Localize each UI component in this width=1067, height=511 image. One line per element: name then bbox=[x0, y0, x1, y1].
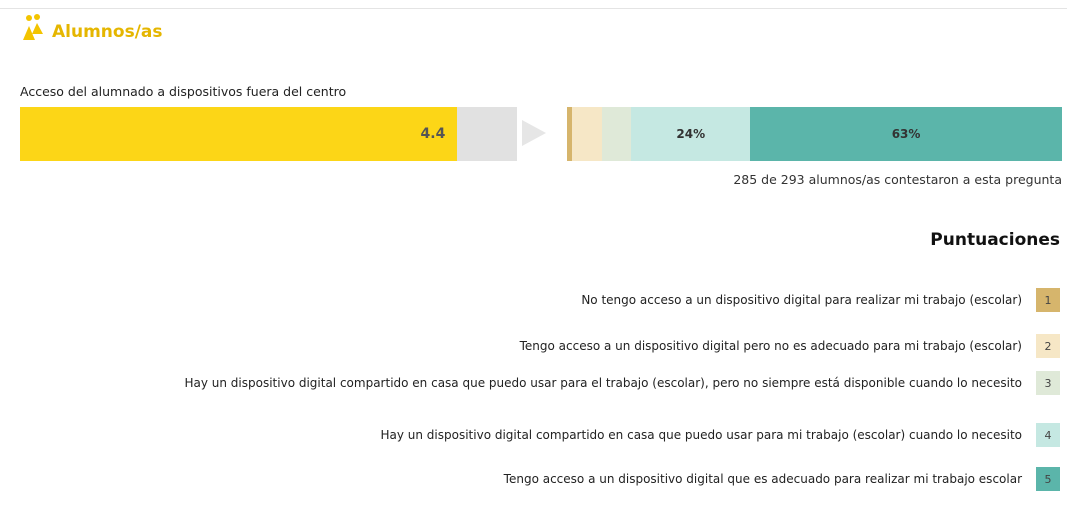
legend-item: Hay un dispositivo digital compartido en… bbox=[40, 370, 1060, 396]
legend-key: 2 bbox=[1036, 334, 1060, 358]
legend-item: Tengo acceso a un dispositivo digital qu… bbox=[40, 466, 1060, 492]
arrow bbox=[522, 120, 546, 146]
distribution-segment bbox=[571, 107, 602, 161]
distribution-segment: 24% bbox=[631, 107, 751, 161]
students-icon bbox=[23, 14, 43, 40]
legend-text: Tengo acceso a un dispositivo digital qu… bbox=[503, 472, 1022, 486]
legend-item: No tengo acceso a un dispositivo digital… bbox=[40, 287, 1060, 313]
legend-text: Hay un dispositivo digital compartido en… bbox=[184, 376, 1022, 390]
response-count: 285 de 293 alumnos/as contestaron a esta… bbox=[733, 172, 1062, 187]
distribution-segment bbox=[567, 107, 572, 161]
segment-label: 63% bbox=[891, 127, 921, 141]
segment-label: 24% bbox=[676, 127, 706, 141]
legend-text: Tengo acceso a un dispositivo digital pe… bbox=[519, 339, 1022, 353]
question: Acceso del alumnado a dispositivos fuera… bbox=[20, 84, 347, 99]
score-bar: 4.4 bbox=[20, 107, 458, 161]
legend-key: 4 bbox=[1036, 423, 1060, 447]
section-title: Alumnos/as bbox=[52, 22, 163, 42]
top-border bbox=[0, 8, 1067, 9]
legend-key: 3 bbox=[1036, 371, 1060, 395]
legend-item: Hay un dispositivo digital compartido en… bbox=[40, 422, 1060, 448]
score-label: 4.4 bbox=[420, 126, 446, 142]
distribution-segment: 63% bbox=[750, 107, 1062, 161]
legend-item: Tengo acceso a un dispositivo digital pe… bbox=[40, 333, 1060, 359]
legend-text: No tengo acceso a un dispositivo digital… bbox=[581, 293, 1022, 307]
legend-text: Hay un dispositivo digital compartido en… bbox=[380, 428, 1022, 442]
distribution-segment bbox=[601, 107, 632, 161]
legend-key: 1 bbox=[1036, 288, 1060, 312]
legend-key: 5 bbox=[1036, 467, 1060, 491]
legend-title: Puntuaciones bbox=[930, 230, 1060, 250]
